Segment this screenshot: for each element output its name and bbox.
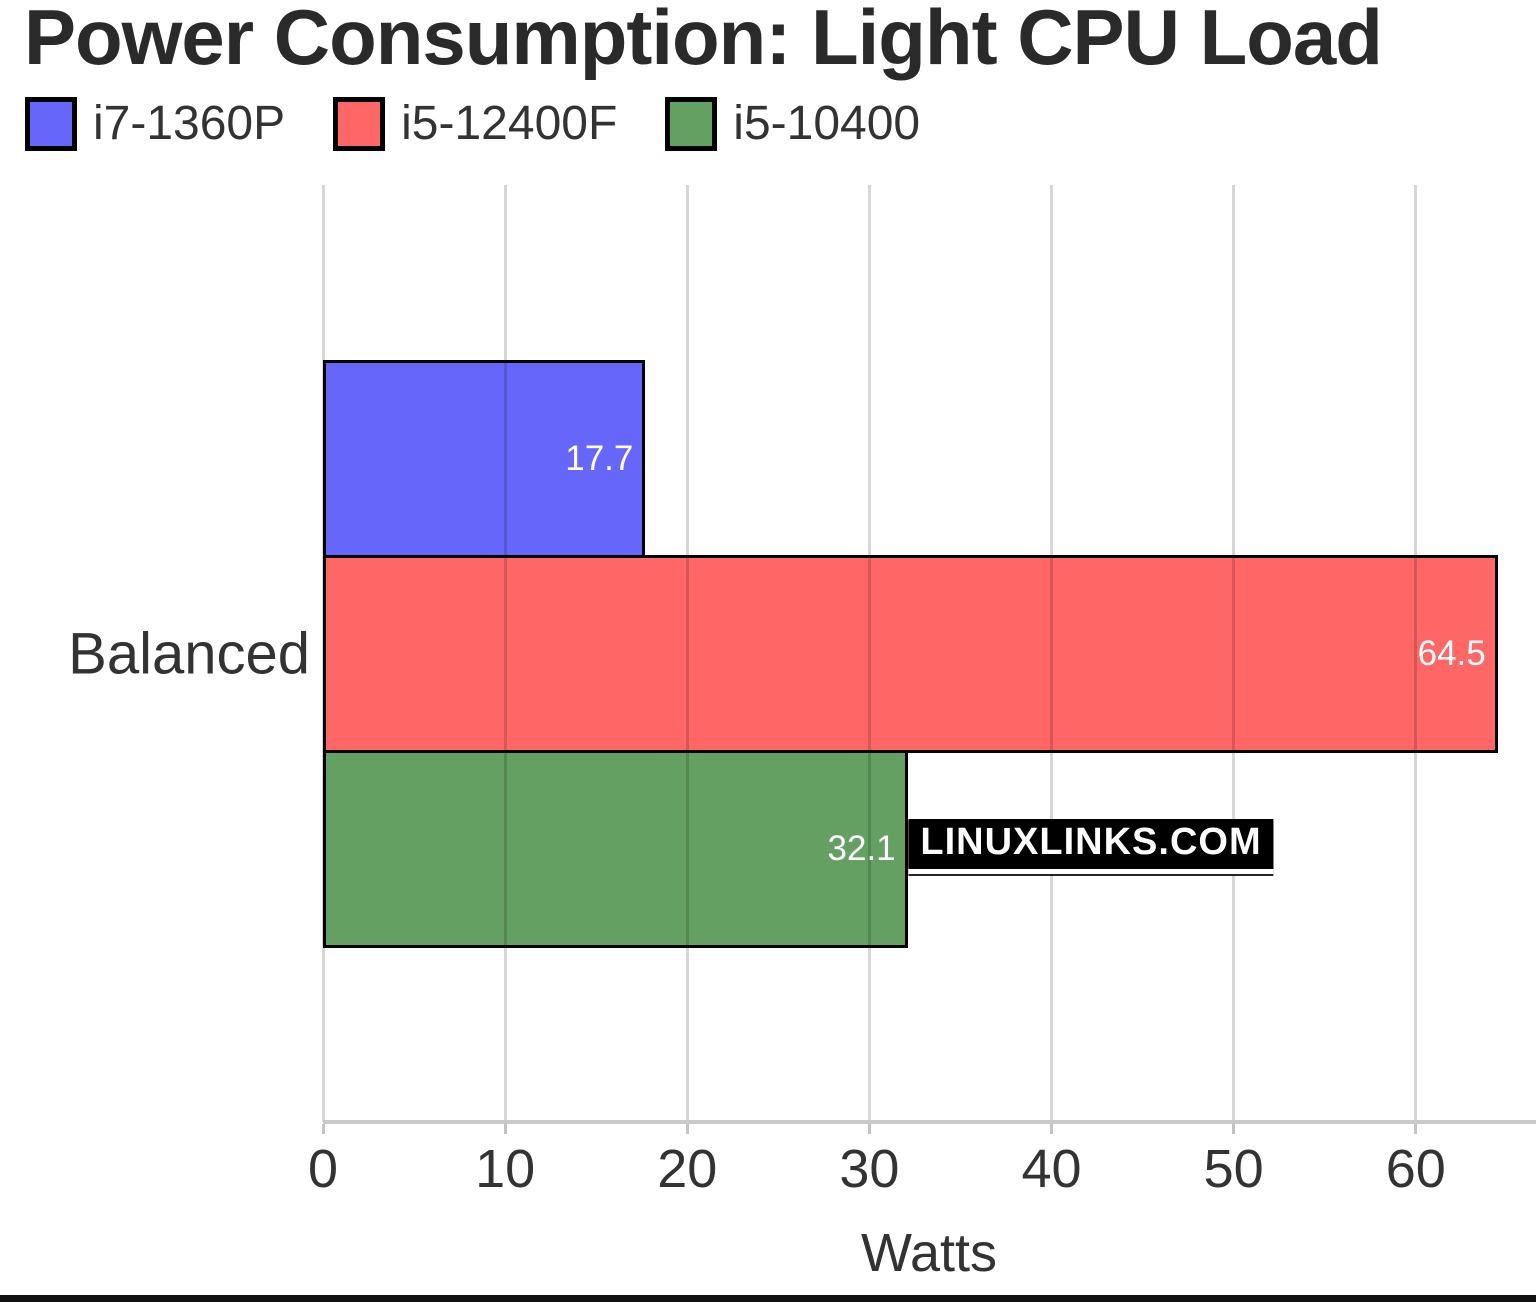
- value-label-i5-10400: 32.1: [827, 829, 896, 868]
- x-axis-line: [323, 1120, 1536, 1124]
- legend-swatch-i5-12400f: [333, 96, 386, 151]
- legend-item-i5-12400f: i5-12400F: [333, 96, 617, 151]
- chart-title: Power Consumption: Light CPU Load: [24, 0, 1383, 81]
- value-label-i5-12400f: 64.5: [1417, 634, 1486, 673]
- legend-label-i5-12400f: i5-12400F: [401, 97, 618, 150]
- bar-i7-1360p: [323, 360, 646, 558]
- value-label-i7-1360p: 17.7: [565, 439, 634, 478]
- bar-i5-10400: [323, 750, 908, 948]
- x-tick-0: [321, 1124, 325, 1134]
- legend-swatch-i7-1360p: [25, 96, 77, 151]
- legend-label-i7-1360p: i7-1360P: [93, 97, 286, 150]
- category-label: Balanced: [68, 621, 310, 687]
- x-tick-10: [503, 1124, 507, 1134]
- x-tick-label-20: 20: [657, 1139, 718, 1199]
- x-tick-label-10: 10: [475, 1139, 536, 1199]
- bar-i5-12400f: [323, 555, 1498, 753]
- x-tick-60: [1414, 1124, 1418, 1134]
- legend-item-i5-10400: i5-10400: [665, 96, 920, 151]
- watermark: LINUXLINKS.COM: [908, 819, 1274, 874]
- legend-item-i7-1360p: i7-1360P: [25, 96, 285, 151]
- x-axis-label: Watts: [860, 1223, 998, 1283]
- legend-swatch-i5-10400: [665, 96, 718, 151]
- x-tick-40: [1050, 1124, 1054, 1134]
- x-tick-label-50: 50: [1203, 1139, 1264, 1199]
- x-tick-label-30: 30: [839, 1139, 900, 1199]
- x-tick-label-0: 0: [307, 1139, 339, 1199]
- x-tick-label-40: 40: [1021, 1139, 1082, 1199]
- x-tick-label-60: 60: [1385, 1139, 1446, 1199]
- legend-label-i5-10400: i5-10400: [733, 97, 921, 150]
- plot-area: 17.7 64.5 32.1 LINUXLINKS.COM: [321, 185, 1536, 1122]
- x-tick-30: [867, 1124, 871, 1134]
- x-tick-20: [685, 1124, 689, 1134]
- legend: i7-1360P i5-12400F i5-10400: [25, 96, 920, 151]
- x-tick-50: [1232, 1124, 1236, 1134]
- bottom-border-bar: [0, 1295, 1536, 1302]
